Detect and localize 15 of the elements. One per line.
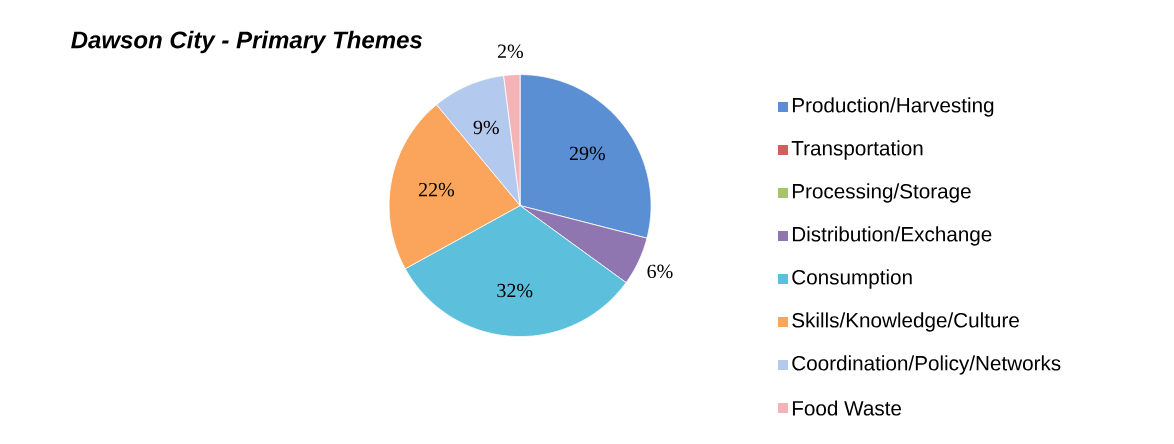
legend-label: Food Waste [792, 400, 902, 416]
data-label: 2% [497, 44, 524, 59]
legend-label: Distribution/Exchange [792, 226, 992, 246]
legend-label: Consumption [792, 269, 912, 289]
legend-label: Processing/Storage [792, 183, 971, 203]
chart-title: Dawson City - Primary Themes [71, 30, 422, 54]
legend-label: Coordination/Policy/Networks [792, 355, 1061, 375]
legend-label: Skills/Knowledge/Culture [792, 312, 1019, 332]
data-label: 9% [473, 120, 499, 135]
legend-label: Transportation [791, 140, 923, 160]
data-label: 32% [497, 283, 533, 298]
legend-label: Production/Harvesting [792, 97, 994, 117]
data-label: 29% [569, 146, 606, 161]
data-label: 22% [418, 182, 455, 197]
data-label: 6% [647, 264, 673, 279]
